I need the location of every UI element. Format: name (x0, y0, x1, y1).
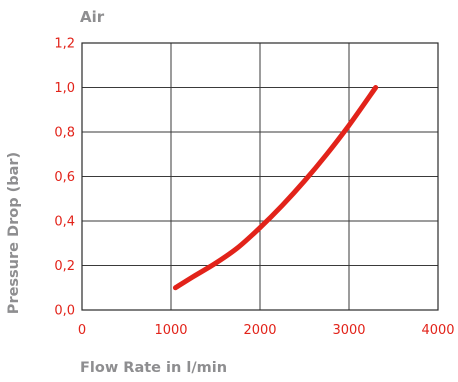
y-tick-label: 0,0 (54, 304, 75, 319)
x-tick-label: 4000 (421, 323, 454, 338)
y-tick-label: 0,2 (54, 259, 75, 274)
y-tick-label: 0,8 (54, 126, 75, 141)
grid-lines (81, 42, 439, 311)
x-tick-label: 2000 (243, 323, 276, 338)
series-layer (172, 85, 379, 291)
x-tick-label: 1000 (154, 323, 187, 338)
x-tick-label: 3000 (332, 323, 365, 338)
y-axis-label: Pressure Drop (bar) (6, 152, 22, 314)
y-tick-label: 0,6 (54, 170, 75, 185)
y-tick-label: 1,0 (54, 81, 75, 96)
y-tick-label: 0,4 (54, 215, 75, 230)
plot-area-frame (81, 42, 439, 311)
x-axis-ticks: 0 1000 2000 3000 4000 (78, 323, 455, 338)
y-axis-ticks: 0,0 0,2 0,4 0,6 0,8 1,0 1,2 (54, 37, 75, 319)
y-tick-label: 1,2 (54, 37, 75, 52)
x-tick-label: 0 (78, 323, 86, 338)
x-axis-label: Flow Rate in l/min (80, 360, 227, 376)
chart-title: Air (80, 8, 105, 26)
series-line-air (172, 85, 379, 291)
